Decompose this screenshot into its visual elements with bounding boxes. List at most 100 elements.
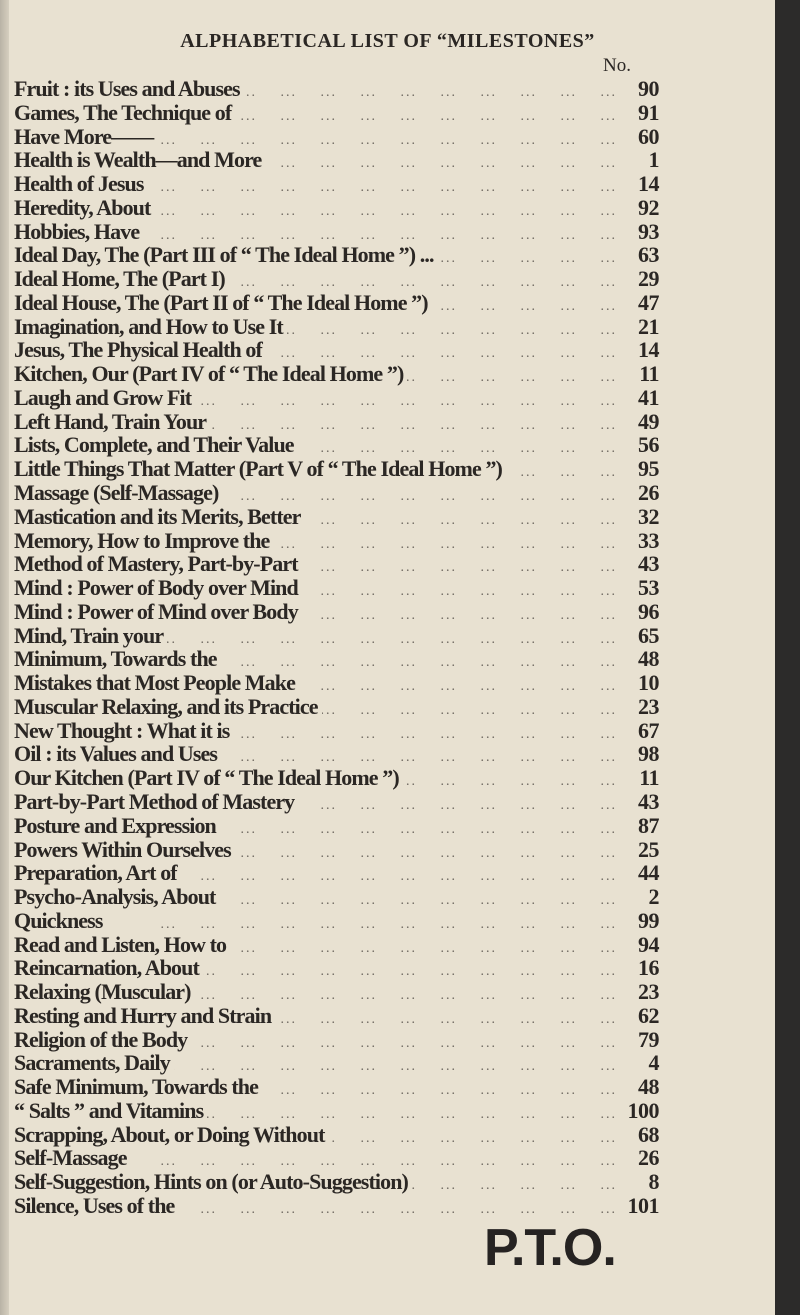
dot-leader: ... ... ... ... ... ... ... ... ... ... … bbox=[302, 607, 617, 623]
dot-leader: ... ... ... ... ... ... ... ... ... ... … bbox=[244, 85, 617, 100]
list-item: Mind : Power of Mind over Body... ... ..… bbox=[14, 598, 660, 624]
entry-title: Health of Jesus bbox=[14, 171, 144, 197]
entry-title: Memory, How to Improve the bbox=[14, 527, 270, 553]
list-item: Sacraments, Daily... ... ... ... ... ...… bbox=[14, 1051, 660, 1075]
list-item: Ideal Day, The (Part III of “ The Ideal … bbox=[14, 242, 660, 268]
list-item: Fruit : its Uses and Abuses... ... ... .… bbox=[14, 76, 660, 101]
list-item: Health is Wealth—and More... ... ... ...… bbox=[14, 148, 660, 172]
dot-leader: ... ... ... ... ... ... ... ... ... ... … bbox=[411, 1178, 617, 1194]
dot-leader: ... ... ... ... ... ... ... ... ... ... … bbox=[407, 370, 617, 386]
entry-number: 87 bbox=[638, 812, 660, 838]
dot-leader: ... ... ... ... ... ... ... ... ... ... … bbox=[180, 869, 617, 885]
dot-leader: ... ... ... ... ... ... ... ... ... ... … bbox=[403, 774, 617, 790]
entry-number: 92 bbox=[638, 194, 660, 220]
list-item: Oil : its Values and Uses... ... ... ...… bbox=[14, 741, 660, 767]
entry-title: Self-Suggestion, Hints on (or Auto-Sugge… bbox=[14, 1169, 409, 1195]
dot-leader: ... ... ... ... ... ... ... ... ... ... … bbox=[506, 465, 617, 481]
dot-leader: ... ... ... ... ... ... ... ... ... ... … bbox=[202, 964, 617, 980]
dot-leader: ... ... ... ... ... ... ... ... ... ... … bbox=[210, 417, 617, 433]
dot-leader: ... ... ... ... ... ... ... ... ... ... … bbox=[194, 988, 617, 1004]
dot-leader: ... ... ... ... ... ... ... ... ... ... … bbox=[298, 797, 617, 813]
entry-title: Lists, Complete, and Their Value bbox=[14, 432, 295, 458]
list-item: Scrapping, About, or Doing Without... ..… bbox=[14, 1121, 660, 1147]
list-item: Ideal Home, The (Part I)... ... ... ... … bbox=[14, 267, 660, 291]
dot-leader: ... ... ... ... ... ... ... ... ... ... … bbox=[160, 203, 617, 219]
dot-leader: ... ... ... ... ... ... ... ... ... ... … bbox=[438, 251, 617, 267]
entry-title: Left Hand, Train Your bbox=[14, 408, 207, 434]
entry-title: Relaxing (Muscular) bbox=[14, 979, 192, 1005]
entry-number: 67 bbox=[638, 717, 660, 743]
entry-title: Heredity, About bbox=[14, 194, 151, 220]
entry-number: 56 bbox=[638, 432, 660, 458]
entry-number: 23 bbox=[638, 979, 660, 1005]
list-item: Mind, Train your... ... ... ... ... ... … bbox=[14, 623, 660, 648]
dot-leader: ... ... ... ... ... ... ... ... ... ... … bbox=[432, 298, 617, 314]
entry-title: Our Kitchen (Part IV of “ The Ideal Home… bbox=[14, 765, 400, 791]
entry-number: 48 bbox=[638, 1074, 660, 1100]
list-item: “ Salts ” and Vitamins... ... ... ... ..… bbox=[14, 1099, 660, 1123]
entry-title: Method of Mastery, Part-by-Part bbox=[14, 551, 299, 577]
entry-title: Posture and Expression bbox=[14, 812, 217, 838]
list-item: Health of Jesus ... ... ... ... ... ... .… bbox=[14, 171, 660, 197]
dot-leader: ... ... ... ... ... ... ... ... ... ... … bbox=[167, 631, 617, 647]
entry-title: Mistakes that Most People Make bbox=[14, 670, 296, 696]
list-item: Method of Mastery, Part-by-Part... ... .… bbox=[14, 551, 660, 577]
entry-number: 98 bbox=[638, 741, 660, 767]
entry-title: Mind : Power of Mind over Body bbox=[14, 598, 299, 624]
dot-leader: ... ... ... ... ... ... ... ... ... ... … bbox=[235, 845, 617, 861]
dot-leader: ... ... ... ... ... ... ... ... ... ... … bbox=[230, 940, 617, 956]
list-item: Hobbies, Have ... ... ... ... ... ... ...… bbox=[14, 218, 660, 244]
list-item: Jesus, The Physical Health of... ... ...… bbox=[14, 338, 660, 362]
list-item: Part-by-Part Method of Mastery... ... ..… bbox=[14, 788, 660, 814]
entry-number: 10 bbox=[638, 670, 660, 696]
entry-title: Silence, Uses of the bbox=[14, 1192, 175, 1218]
dot-leader: ... ... ... ... ... ... ... ... ... ... … bbox=[287, 322, 617, 338]
dot-leader: ... ... ... ... ... ... ... ... ... ... … bbox=[160, 916, 617, 932]
entry-number: 44 bbox=[638, 860, 660, 886]
list-item: Have More—— ... ... ... ... ... ... ... .… bbox=[14, 124, 660, 149]
entry-number: 11 bbox=[639, 765, 659, 791]
entry-title: Self-Massage bbox=[14, 1145, 128, 1171]
dot-leader: ... ... ... ... ... ... ... ... ... ... … bbox=[329, 1130, 617, 1146]
list-item: Mastication and its Merits, Better... ..… bbox=[14, 505, 660, 529]
list-item: Psycho-Analysis, About... ... ... ... ..… bbox=[14, 885, 660, 909]
list-item: Preparation, Art of... ... ... ... ... .… bbox=[14, 860, 660, 886]
list-item: Left Hand, Train Your... ... ... ... ...… bbox=[14, 408, 660, 434]
list-item: Self-Massage ... ... ... ... ... ... ... … bbox=[14, 1145, 660, 1171]
list-item: Posture and Expression... ... ... ... ..… bbox=[14, 812, 660, 838]
dot-leader: ... ... ... ... ... ... ... ... ... ... … bbox=[195, 393, 617, 409]
entry-title: Powers Within Ourselves bbox=[14, 836, 232, 862]
entry-title: Quickness bbox=[14, 907, 103, 933]
entry-number: 23 bbox=[638, 693, 660, 719]
entry-title: Hobbies, Have bbox=[14, 218, 140, 244]
dot-leader: ... ... ... ... ... ... ... ... ... ... … bbox=[321, 702, 617, 718]
entry-number: 99 bbox=[638, 907, 660, 933]
entry-title: Fruit : its Uses and Abuses bbox=[14, 76, 241, 101]
dot-leader: ... ... ... ... ... ... ... ... ... ... … bbox=[191, 1035, 617, 1051]
dot-leader: ... ... ... ... ... ... ... ... ... ... … bbox=[265, 156, 617, 172]
dot-leader: ... ... ... ... ... ... ... ... ... ... … bbox=[266, 346, 617, 362]
entry-title: Games, The Technique of bbox=[14, 99, 232, 125]
list-item: Ideal House, The (Part II of “ The Ideal… bbox=[14, 291, 660, 315]
adjacent-page-edge bbox=[0, 0, 9, 1315]
dot-leader: ... ... ... ... ... ... ... ... ... ... … bbox=[207, 1106, 617, 1122]
entry-title: Muscular Relaxing, and its Practice bbox=[14, 693, 318, 719]
entry-number: 14 bbox=[638, 171, 660, 197]
list-item: Imagination, and How to Use It... ... ..… bbox=[14, 314, 660, 339]
entry-number: 101 bbox=[627, 1192, 660, 1218]
entry-number: 25 bbox=[638, 836, 660, 862]
entry-number: 91 bbox=[638, 99, 660, 125]
list-item: Kitchen, Our (Part IV of “ The Ideal Hom… bbox=[14, 361, 660, 387]
entry-title: Scrapping, About, or Doing Without bbox=[14, 1121, 325, 1147]
entry-title: Reincarnation, About bbox=[14, 955, 200, 981]
number-column-header: No. bbox=[603, 55, 631, 76]
entry-number: 43 bbox=[638, 788, 660, 814]
entry-title: Kitchen, Our (Part IV of “ The Ideal Hom… bbox=[14, 361, 404, 387]
entry-number: 63 bbox=[638, 242, 660, 268]
milestones-list: Fruit : its Uses and Abuses... ... ... .… bbox=[14, 76, 660, 1218]
list-item: Massage (Self-Massage)... ... ... ... ..… bbox=[14, 481, 660, 505]
entry-number: 11 bbox=[639, 361, 659, 387]
list-item: Muscular Relaxing, and its Practice... .… bbox=[14, 693, 660, 719]
list-item: Memory, How to Improve the... ... ... ..… bbox=[14, 527, 660, 553]
dot-leader: ... ... ... ... ... ... ... ... ... ... … bbox=[273, 536, 617, 552]
